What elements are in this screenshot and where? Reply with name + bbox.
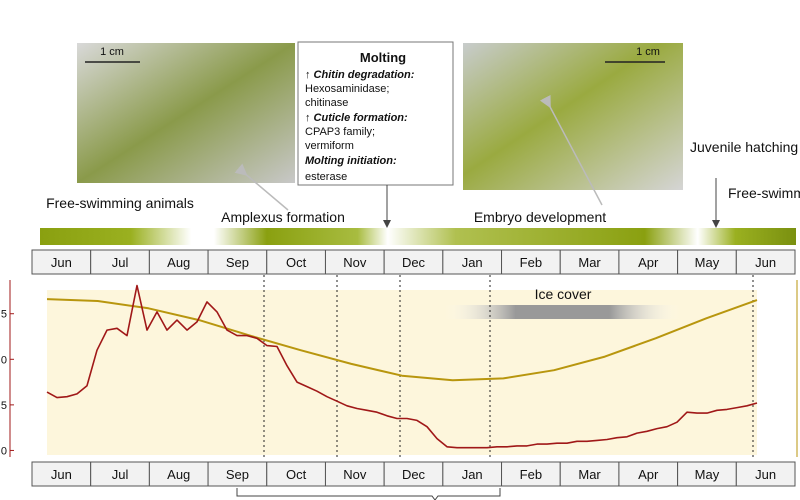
pointer (234, 163, 289, 211)
ice-cover (445, 305, 680, 319)
bracket (236, 488, 501, 500)
x-tick-label: Feb (520, 255, 542, 270)
month-box (501, 461, 561, 487)
x-tick-label: Oct (286, 255, 307, 270)
x-tick-label: Jan (462, 467, 483, 482)
month-box (324, 249, 385, 275)
x-tick-label: Oct (286, 467, 307, 482)
molting-line: Molting initiation: (305, 155, 397, 167)
month-box (501, 249, 561, 275)
month-box (383, 461, 444, 487)
month-box (442, 249, 503, 275)
molting-title: Molting (360, 50, 406, 65)
series-line (46, 298, 758, 382)
event-lines (263, 275, 754, 460)
month-box (677, 461, 737, 487)
x-tick-label: Jul (112, 255, 129, 270)
x-tick-label: Dec (402, 467, 426, 482)
month-box (31, 249, 92, 275)
label: Free-swimming animals (46, 195, 194, 211)
molting-line: CPAP3 family; (305, 126, 375, 138)
month-box (90, 249, 150, 275)
month-box (735, 249, 796, 275)
y-tick-label: 0 (1, 354, 7, 366)
label: Ice cover (535, 286, 592, 302)
month-box (90, 461, 150, 487)
x-tick-label: May (695, 255, 720, 270)
x-tick-label: Jan (462, 255, 483, 270)
x-tick-label: Jul (112, 467, 129, 482)
x-tick-label: Dec (402, 255, 426, 270)
month-box (677, 249, 737, 275)
y-tick-label: 0 (1, 445, 7, 457)
molting-box (297, 41, 454, 186)
x-tick-label: Feb (520, 467, 542, 482)
x-tick-label: Mar (578, 255, 601, 270)
molting-line: chitinase (305, 97, 348, 109)
month-box (618, 461, 679, 487)
month-box (442, 461, 503, 487)
scale-label: 1 cm (636, 46, 660, 58)
label: Free-swimming animals (728, 185, 800, 201)
x-tick-label: Apr (638, 467, 659, 482)
x-tick-label: Jun (51, 467, 72, 482)
molting-line: ↑ Cuticle formation: (305, 112, 408, 124)
x-tick-label: Aug (167, 467, 190, 482)
month-box (559, 461, 620, 487)
phase-bar (40, 228, 796, 245)
molting-line: Hexosaminidase; (305, 83, 389, 95)
month-box (266, 249, 326, 275)
label: Juvenile hatching (690, 139, 798, 155)
month-box (383, 249, 444, 275)
x-tick-label: Mar (578, 467, 601, 482)
x-tick-label: Nov (343, 467, 367, 482)
series-line (46, 284, 758, 449)
molting-line: vermiform (305, 140, 354, 152)
pointer (539, 94, 603, 206)
x-tick-label: Apr (638, 255, 659, 270)
x-tick-label: Sep (226, 255, 249, 270)
x-tick-label: Jun (755, 255, 776, 270)
photo-embryo (463, 43, 683, 190)
month-box (148, 249, 209, 275)
x-tick-label: May (695, 467, 720, 482)
month-box (31, 461, 92, 487)
scale-label: 1 cm (100, 46, 124, 58)
photo-amplexus (77, 43, 295, 183)
y-tick-label: 5 (1, 309, 7, 321)
month-box (207, 249, 268, 275)
month-box (324, 461, 385, 487)
molting-line: ↑ Chitin degradation: (305, 69, 415, 81)
x-tick-label: Nov (343, 255, 367, 270)
molting-line: esterase (305, 171, 347, 183)
month-box (735, 461, 796, 487)
y-tick-label: 5 (1, 400, 7, 412)
x-tick-label: Jun (755, 467, 776, 482)
label: Amplexus formation (221, 209, 345, 225)
x-tick-label: Sep (226, 467, 249, 482)
label: Embryo development (474, 209, 606, 225)
x-tick-label: Jun (51, 255, 72, 270)
month-box (207, 461, 268, 487)
x-tick-label: Aug (167, 255, 190, 270)
